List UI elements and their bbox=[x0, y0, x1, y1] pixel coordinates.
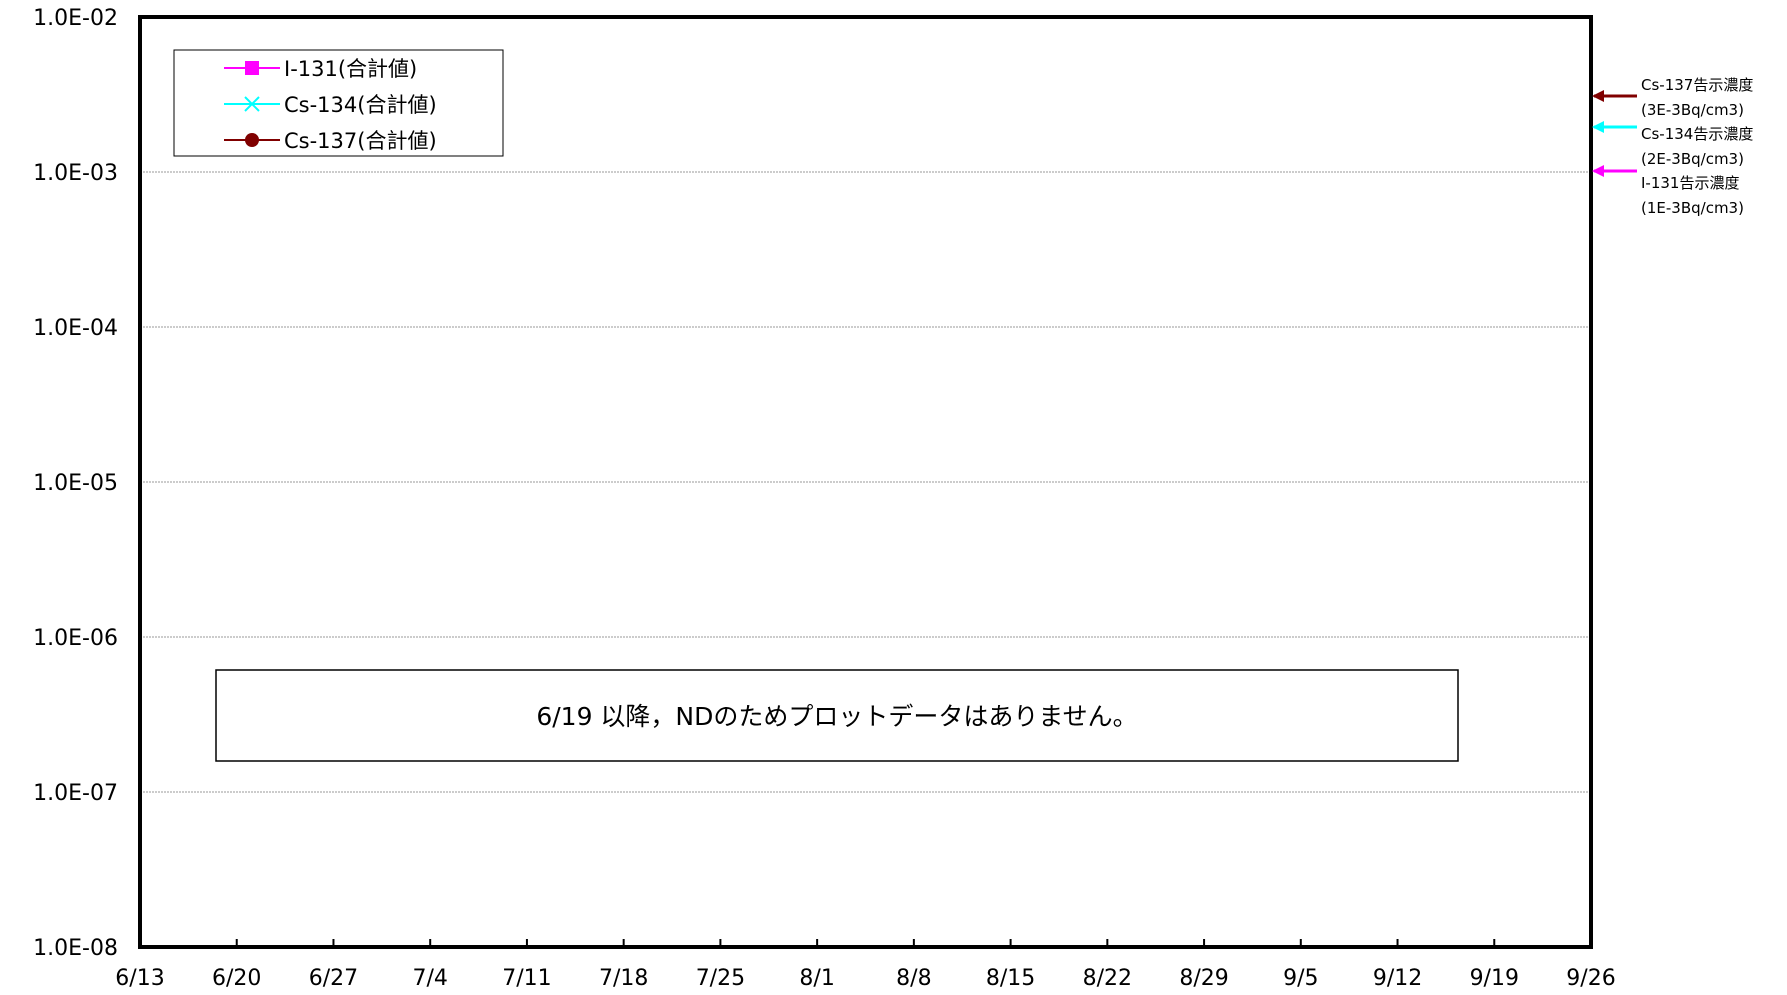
limit-sublabel-cs137: (3E-3Bq/cm3) bbox=[1641, 101, 1744, 119]
legend-item-i131: I-131(合計値) bbox=[224, 57, 417, 81]
legend-item-cs137: Cs-137(合計値) bbox=[224, 129, 437, 153]
limit-cs134: Cs-134告示濃度 (2E-3Bq/cm3) bbox=[1592, 121, 1753, 168]
x-tick-label: 9/5 bbox=[1283, 966, 1318, 991]
legend-item-cs134: Cs-134(合計値) bbox=[224, 93, 437, 117]
x-marker-icon bbox=[244, 96, 260, 112]
x-tick-label: 9/12 bbox=[1373, 966, 1422, 991]
limit-sublabel-cs134: (2E-3Bq/cm3) bbox=[1641, 150, 1744, 168]
annotation: 6/19 以降，NDのためプロットデータはありません。 bbox=[215, 669, 1459, 762]
legend-label-cs134: Cs-134(合計値) bbox=[284, 93, 437, 117]
x-axis-ticks: 6/13 6/20 6/27 7/4 7/11 7/18 7/25 8/1 8/8 8/15 8/2… bbox=[115, 939, 1616, 991]
annotation-box bbox=[215, 669, 1459, 762]
x-tick-label: 7/4 bbox=[412, 966, 447, 991]
x-tick-label: 8/8 bbox=[896, 966, 931, 991]
legend: I-131(合計値) Cs-134(合計値) Cs-137(合計値) bbox=[173, 49, 504, 157]
arrowhead-icon bbox=[1592, 121, 1604, 133]
limit-sublabel-i131: (1E-3Bq/cm3) bbox=[1641, 199, 1744, 217]
reference-limits: Cs-137告示濃度 (3E-3Bq/cm3) Cs-134告示濃度 (2E-3… bbox=[1592, 76, 1753, 217]
limit-label-cs134: Cs-134告示濃度 bbox=[1641, 125, 1753, 143]
grid-lines bbox=[140, 171, 1591, 793]
y-tick-label: 1.0E-07 bbox=[33, 781, 118, 806]
legend-label-i131: I-131(合計値) bbox=[284, 57, 417, 81]
y-tick-label: 1.0E-05 bbox=[33, 471, 118, 496]
x-tick-label: 6/13 bbox=[115, 966, 164, 991]
y-tick-label: 1.0E-08 bbox=[33, 936, 118, 961]
limit-i131: I-131告示濃度 (1E-3Bq/cm3) bbox=[1592, 165, 1744, 217]
circle-marker-icon bbox=[245, 133, 259, 147]
arrowhead-icon bbox=[1592, 90, 1604, 102]
limit-label-i131: I-131告示濃度 bbox=[1641, 174, 1739, 192]
x-tick-label: 6/20 bbox=[212, 966, 261, 991]
x-tick-label: 6/27 bbox=[309, 966, 358, 991]
x-tick-label: 7/11 bbox=[502, 966, 551, 991]
legend-label-cs137: Cs-137(合計値) bbox=[284, 129, 437, 153]
y-tick-label: 1.0E-04 bbox=[33, 316, 118, 341]
square-marker-icon bbox=[245, 61, 259, 75]
y-axis-ticks: 1.0E-02 1.0E-03 1.0E-04 1.0E-05 1.0E-06 1.0E-… bbox=[33, 6, 118, 961]
limit-cs137: Cs-137告示濃度 (3E-3Bq/cm3) bbox=[1592, 76, 1753, 119]
y-tick-label: 1.0E-02 bbox=[33, 6, 118, 31]
x-tick-label: 9/26 bbox=[1566, 966, 1615, 991]
x-tick-label: 8/1 bbox=[799, 966, 834, 991]
x-tick-label: 8/22 bbox=[1083, 966, 1132, 991]
x-tick-label: 7/18 bbox=[599, 966, 648, 991]
limit-label-cs137: Cs-137告示濃度 bbox=[1641, 76, 1753, 94]
y-tick-label: 1.0E-06 bbox=[33, 626, 118, 651]
plot-area-frame bbox=[138, 15, 1593, 949]
x-tick-label: 8/15 bbox=[986, 966, 1035, 991]
x-tick-label: 8/29 bbox=[1179, 966, 1228, 991]
arrowhead-icon bbox=[1592, 165, 1604, 177]
x-tick-label: 7/25 bbox=[696, 966, 745, 991]
x-tick-label: 9/19 bbox=[1470, 966, 1519, 991]
annotation-text: 6/19 以降，NDのためプロットデータはありません。 bbox=[536, 702, 1137, 731]
y-tick-label: 1.0E-03 bbox=[33, 161, 118, 186]
